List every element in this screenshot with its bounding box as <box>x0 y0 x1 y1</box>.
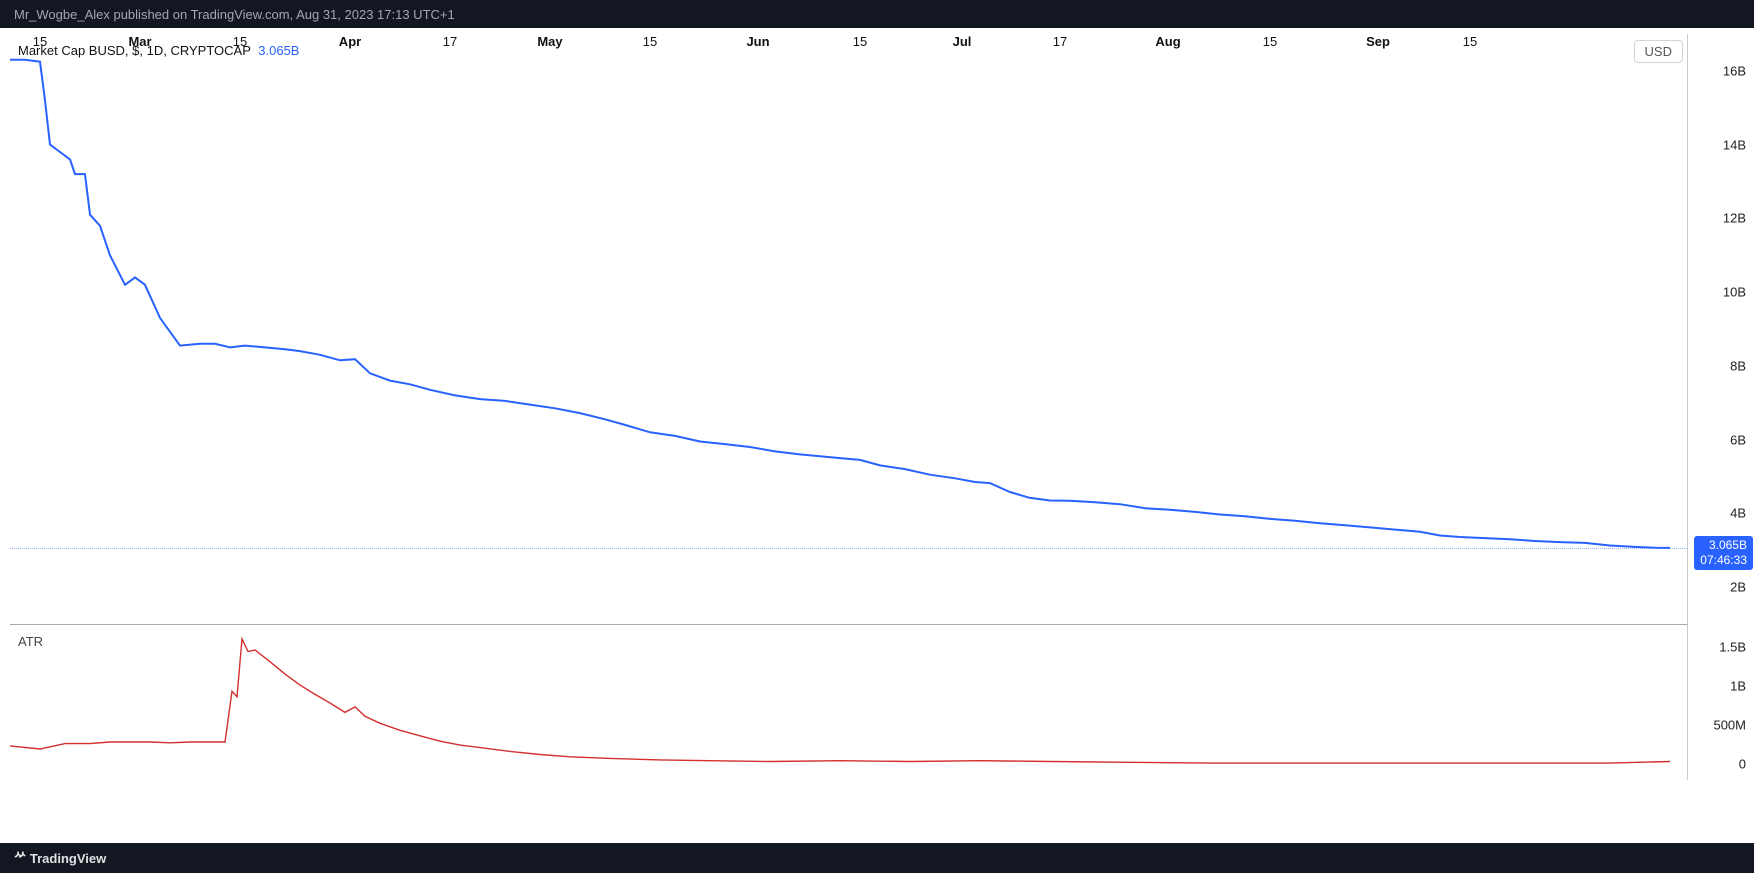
atr-panel[interactable]: ATR <box>10 624 1688 780</box>
x-tick-label: Sep <box>1366 34 1390 49</box>
y-tick-label: 2B <box>1730 580 1746 595</box>
chart-area: Market Cap BUSD, $, 1D, CRYPTOCAP 3.065B… <box>0 28 1754 843</box>
y-tick-label: 16B <box>1723 63 1746 78</box>
brand-text: TradingView <box>30 851 106 866</box>
main-line-chart <box>10 34 1688 624</box>
y-tick-label: 12B <box>1723 211 1746 226</box>
x-tick-label: 15 <box>1263 34 1277 49</box>
y-tick-label: 1B <box>1730 679 1746 694</box>
y-tick-label: 1.5B <box>1719 640 1746 655</box>
y-tick-label: 6B <box>1730 432 1746 447</box>
publish-header: Mr_Wogbe_Alex published on TradingView.c… <box>0 0 1754 28</box>
atr-line-chart <box>10 625 1688 781</box>
countdown-timer: 07:46:33 <box>1700 553 1747 568</box>
x-tick-label: 15 <box>853 34 867 49</box>
y-tick-label: 14B <box>1723 137 1746 152</box>
x-tick-label: Jul <box>953 34 972 49</box>
current-price-box: 3.065B07:46:33 <box>1694 536 1753 570</box>
x-tick-label: 15 <box>1463 34 1477 49</box>
y-tick-label: 10B <box>1723 285 1746 300</box>
publish-text: Mr_Wogbe_Alex published on TradingView.c… <box>14 7 455 22</box>
main-legend: Market Cap BUSD, $, 1D, CRYPTOCAP 3.065B <box>18 43 299 58</box>
price-axis[interactable]: 2B 4B 6B 8B 10B 12B 14B 16B 3.065B07:46:33 0 500M 1… <box>1688 34 1754 780</box>
x-tick-label: Aug <box>1155 34 1180 49</box>
y-tick-label: 8B <box>1730 358 1746 373</box>
main-price-panel[interactable]: Market Cap BUSD, $, 1D, CRYPTOCAP 3.065B… <box>10 34 1688 624</box>
tv-logo-icon: ᄽ <box>14 848 26 868</box>
y-tick-label: 500M <box>1713 718 1746 733</box>
footer-bar: ᄽ TradingView <box>0 843 1754 873</box>
y-tick-label: 4B <box>1730 506 1746 521</box>
legend-symbol: Market Cap BUSD, $, 1D, CRYPTOCAP <box>18 43 251 58</box>
x-tick-label: Apr <box>339 34 361 49</box>
price-value: 3.065B <box>1700 538 1747 553</box>
atr-legend: ATR <box>18 634 43 649</box>
legend-value: 3.065B <box>258 43 299 58</box>
x-tick-label: 15 <box>643 34 657 49</box>
x-tick-label: 17 <box>443 34 457 49</box>
x-tick-label: Jun <box>746 34 769 49</box>
y-tick-label: 0 <box>1739 757 1746 772</box>
x-tick-label: May <box>537 34 562 49</box>
x-tick-label: 17 <box>1053 34 1067 49</box>
currency-button[interactable]: USD <box>1634 40 1683 63</box>
